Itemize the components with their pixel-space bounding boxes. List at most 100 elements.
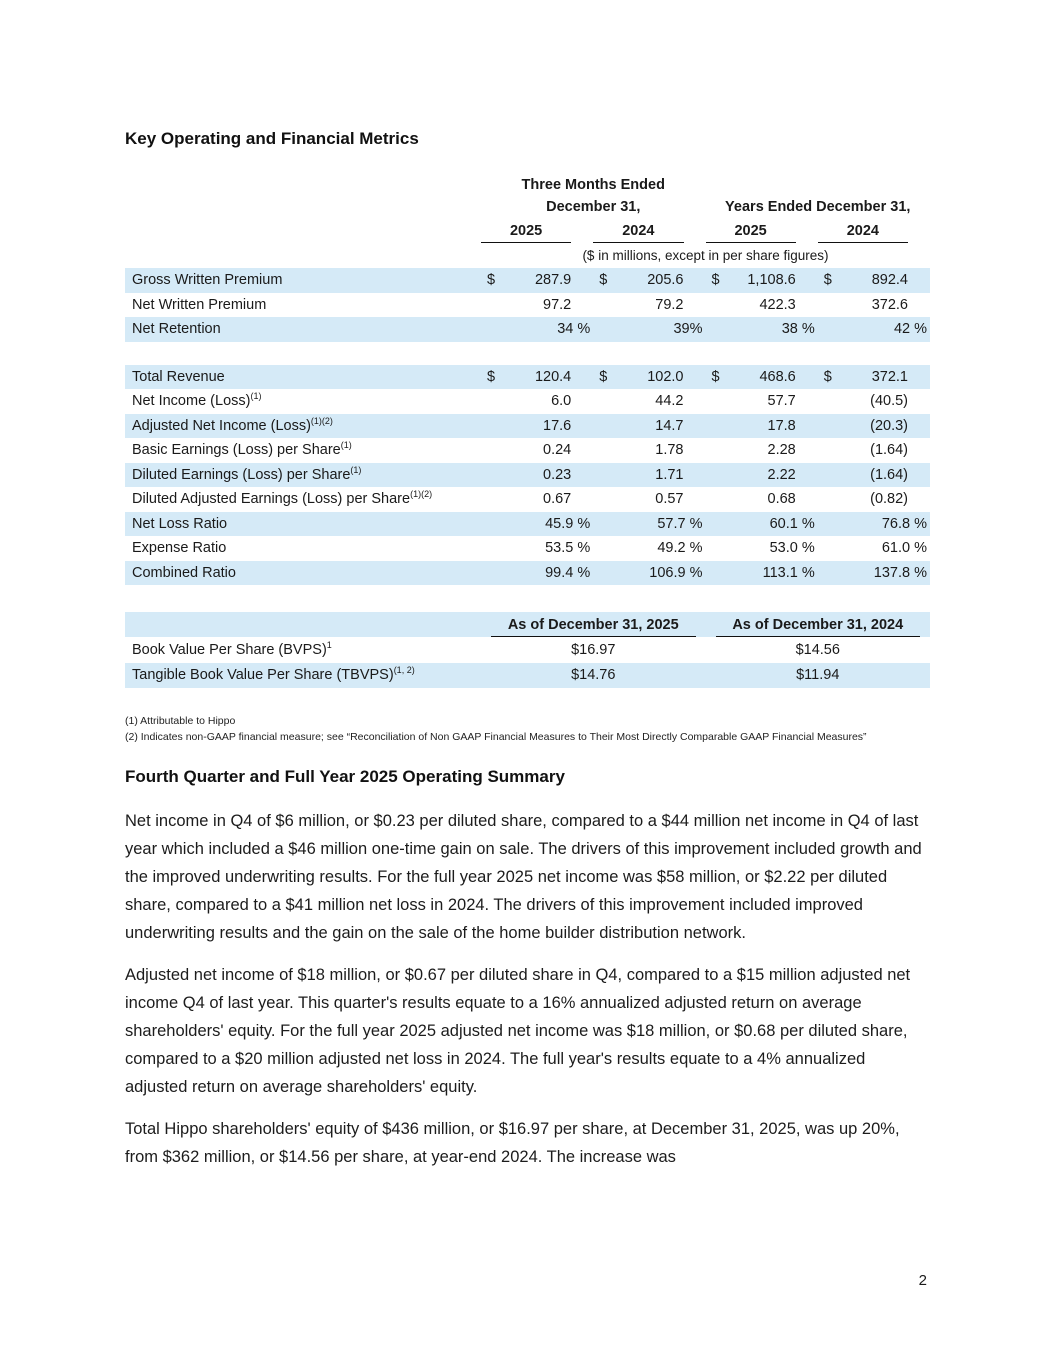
col-header-year-4: 2024	[817, 223, 908, 243]
metric-label: Combined Ratio	[132, 564, 236, 581]
metric-row: Total Revenue $120.4 $102.0 $468.6 $372.1	[125, 364, 930, 389]
currency-symbol: $	[487, 368, 496, 385]
metric-value: (40.5)	[818, 393, 930, 409]
value-text: 57.7 %	[657, 515, 703, 532]
metric-value: 99.4 %	[481, 565, 593, 581]
value-text: 76.8 %	[881, 515, 927, 532]
value-text: 45.9 %	[545, 515, 591, 532]
value-text: 120.4	[534, 368, 572, 385]
bvps-table-body: Book Value Per Share (BVPS)1 $16.97 $14.56…	[125, 637, 930, 688]
col-header-year-1: 2025	[481, 223, 572, 243]
metric-value: 79.2	[593, 297, 705, 313]
currency-symbol: $	[823, 272, 832, 289]
value-text: 113.1 %	[762, 564, 815, 581]
metric-label: Total Revenue	[132, 368, 225, 385]
metrics-table-colgroup-row1: Three Months Ended	[125, 174, 930, 196]
metric-value: 6.0	[481, 393, 593, 409]
metric-value: $892.4	[818, 272, 930, 288]
metric-row: Diluted Adjusted Earnings (Loss) per Sha…	[125, 487, 930, 512]
metrics-table: Three Months Ended December 31, Years En…	[125, 174, 930, 585]
metric-value: 76.8 %	[818, 516, 930, 532]
metric-value: 49.2 %	[593, 540, 705, 556]
metric-value: 2.22	[706, 467, 818, 483]
metric-value: (1.64)	[818, 442, 930, 458]
bvps-col-header-2025: As of December 31, 2025	[491, 617, 696, 637]
value-text: 44.2	[655, 393, 684, 410]
metric-label: Diluted Adjusted Earnings (Loss) per Sha…	[132, 489, 433, 508]
value-text: 892.4	[871, 272, 908, 289]
metric-row: Net Retention 34 % 39% 38 % 42 %	[125, 317, 930, 342]
value-text: 57.7	[767, 393, 796, 410]
spacer-row	[125, 341, 930, 365]
bvps-label: Tangible Book Value Per Share (TBVPS)(1,…	[132, 665, 415, 684]
units-note: ($ in millions, except in per share figu…	[582, 248, 829, 263]
value-text: 34 %	[557, 321, 591, 338]
value-text: 1,108.6	[747, 272, 796, 289]
metric-value: 14.7	[593, 418, 705, 434]
metric-label: Basic Earnings (Loss) per Share(1)	[132, 440, 352, 459]
metric-row: Basic Earnings (Loss) per Share(1) 0.24 1.…	[125, 438, 930, 463]
value-text: 14.7	[655, 417, 684, 434]
metric-value: 0.68	[706, 491, 818, 507]
metric-value: 1.78	[593, 442, 705, 458]
value-text: 53.5 %	[545, 540, 591, 557]
value-text: 0.23	[543, 466, 572, 483]
value-text: 17.8	[767, 417, 796, 434]
metrics-table-units-row: ($ in millions, except in per share figu…	[125, 243, 930, 268]
metric-value: 1.71	[593, 467, 705, 483]
value-text: (40.5)	[870, 393, 908, 410]
bvps-table: As of December 31, 2025 As of December 3…	[125, 612, 930, 688]
metric-value: $205.6	[593, 272, 705, 288]
value-text: 422.3	[759, 296, 796, 313]
metric-value: 0.67	[481, 491, 593, 507]
paragraph-adjusted-net-income: Adjusted net income of $18 million, or $…	[125, 966, 911, 1096]
value-text: 372.1	[871, 368, 908, 385]
metric-label: Expense Ratio	[132, 540, 227, 557]
bvps-row: Tangible Book Value Per Share (TBVPS)(1,…	[125, 662, 930, 688]
metric-value: 57.7	[706, 393, 818, 409]
metric-row: Combined Ratio 99.4 % 106.9 % 113.1 % 137.8 …	[125, 560, 930, 585]
currency-symbol: $	[599, 368, 608, 385]
value-text: 372.6	[871, 296, 908, 313]
metric-value: 61.0 %	[818, 540, 930, 556]
bvps-value: $11.94	[796, 667, 840, 684]
metrics-table-body: Gross Written Premium $287.9 $205.6 $1,108.…	[125, 268, 930, 585]
metric-value: $287.9	[481, 272, 593, 288]
value-text: 0.57	[655, 491, 684, 508]
value-text: 97.2	[543, 296, 572, 313]
value-text: 468.6	[759, 368, 796, 385]
metric-value: $468.6	[706, 369, 818, 385]
value-text: 137.8 %	[873, 564, 927, 581]
value-text: 42 %	[893, 321, 927, 338]
metric-value: 57.7 %	[593, 516, 705, 532]
metric-value: 422.3	[706, 297, 818, 313]
metric-label: Net Written Premium	[132, 296, 267, 313]
metric-value: 53.0 %	[706, 540, 818, 556]
value-text: (0.82)	[870, 491, 908, 508]
bvps-value: $14.76	[571, 667, 616, 684]
value-text: 0.24	[543, 442, 572, 459]
metric-value: 137.8 %	[818, 565, 930, 581]
value-text: 0.68	[767, 491, 796, 508]
section-title-metrics: Key Operating and Financial Metrics	[125, 129, 419, 148]
currency-symbol: $	[599, 272, 608, 289]
currency-symbol: $	[711, 272, 720, 289]
footnote-2: (2) Indicates non-GAAP financial measure…	[125, 730, 867, 743]
metric-value: 2.28	[706, 442, 818, 458]
bvps-value: $16.97	[571, 641, 616, 658]
metric-value: $372.1	[818, 369, 930, 385]
value-text: 99.4 %	[545, 564, 591, 581]
value-text: (1.64)	[870, 442, 908, 459]
value-text: 2.22	[767, 466, 796, 483]
colgroup-three-months-line2: December 31,	[546, 199, 641, 215]
value-text: (20.3)	[870, 417, 908, 434]
metric-value: 106.9 %	[593, 565, 705, 581]
metrics-table-year-headers: 2025 2024 2025 2024	[125, 218, 930, 243]
value-text: 60.1 %	[769, 515, 815, 532]
metric-label: Net Retention	[132, 321, 221, 338]
metric-row: Diluted Earnings (Loss) per Share(1) 0.23…	[125, 462, 930, 487]
value-text: 49.2 %	[657, 540, 703, 557]
metric-value: 17.8	[706, 418, 818, 434]
value-text: 1.78	[655, 442, 684, 459]
value-text: 205.6	[647, 272, 684, 289]
